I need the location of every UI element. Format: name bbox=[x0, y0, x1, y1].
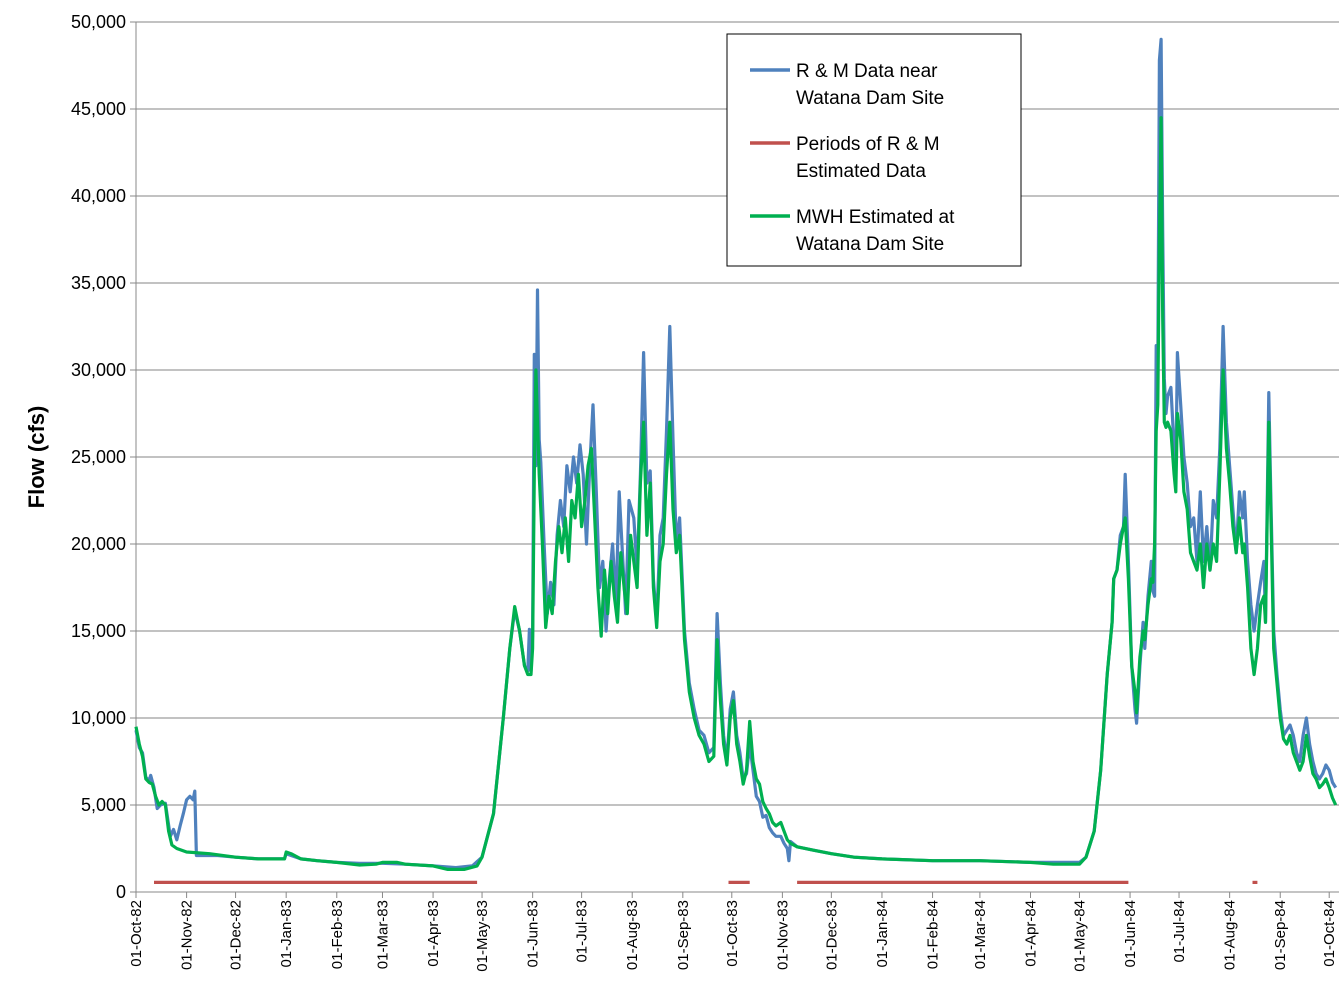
x-tick-label: 01-May-83 bbox=[474, 900, 491, 972]
x-tick-label: 01-Jan-84 bbox=[874, 900, 891, 968]
y-tick-label: 45,000 bbox=[71, 99, 126, 119]
legend-box bbox=[726, 33, 1022, 267]
legend-entry-label: Estimated Data bbox=[796, 161, 926, 182]
legend-entry-label: Watana Dam Site bbox=[796, 234, 944, 255]
x-tick-label: 01-Jun-84 bbox=[1122, 900, 1139, 968]
legend: R & M Data near Watana Dam Site Periods of… bbox=[726, 33, 1022, 267]
x-tick-label: 01-Mar-84 bbox=[972, 900, 989, 969]
x-tick-label: 01-Oct-84 bbox=[1321, 900, 1338, 967]
y-tick-label: 40,000 bbox=[71, 186, 126, 206]
x-tick-label: 01-Aug-84 bbox=[1222, 900, 1239, 970]
x-tick-labels: 01-Oct-82 01-Nov-82 01-Dec-82 01-Jan-83 01-F… bbox=[128, 892, 1338, 972]
x-tick-label: 01-Jan-83 bbox=[278, 900, 295, 968]
y-tick-label: 15,000 bbox=[71, 621, 126, 641]
x-tick-label: 01-Sep-84 bbox=[1272, 900, 1289, 970]
x-tick-label: 01-Jun-83 bbox=[525, 900, 542, 968]
y-axis-label: Flow (cfs) bbox=[24, 406, 49, 509]
legend-entry-label: Watana Dam Site bbox=[796, 88, 944, 109]
y-tick-labels: 0 5,000 10,000 15,000 20,000 25,000 30,000 35,0… bbox=[71, 12, 136, 902]
legend-entry-label: R & M Data near bbox=[796, 61, 938, 82]
x-tick-label: 01-Jul-83 bbox=[574, 900, 591, 963]
series-group bbox=[134, 37, 1338, 884]
x-tick-label: 01-Dec-83 bbox=[823, 900, 840, 970]
legend-entry-label: Periods of R & M bbox=[796, 134, 940, 155]
x-tick-label: 01-Dec-82 bbox=[228, 900, 245, 970]
x-tick-label: 01-Mar-83 bbox=[374, 900, 391, 969]
x-tick-label: 01-Sep-83 bbox=[675, 900, 692, 970]
x-tick-label: 01-Apr-83 bbox=[425, 900, 442, 967]
x-tick-label: 01-Nov-83 bbox=[774, 900, 791, 970]
y-tick-label: 50,000 bbox=[71, 12, 126, 32]
y-tick-label: 20,000 bbox=[71, 534, 126, 554]
y-tick-label: 30,000 bbox=[71, 360, 126, 380]
series-3-line bbox=[134, 116, 1338, 871]
x-tick-label: 01-Oct-83 bbox=[724, 900, 741, 967]
y-tick-label: 5,000 bbox=[81, 795, 126, 815]
x-tick-label: 01-Aug-83 bbox=[624, 900, 641, 970]
y-tick-label: 35,000 bbox=[71, 273, 126, 293]
y-tick-label: 10,000 bbox=[71, 708, 126, 728]
x-tick-label: 01-Feb-84 bbox=[925, 900, 942, 969]
x-tick-label: 01-Jul-84 bbox=[1171, 900, 1188, 963]
x-tick-label: 01-Nov-82 bbox=[179, 900, 196, 970]
y-tick-label: 25,000 bbox=[71, 447, 126, 467]
x-tick-label: 01-May-84 bbox=[1071, 900, 1088, 972]
x-tick-label: 01-Feb-83 bbox=[329, 900, 346, 969]
y-tick-label: 0 bbox=[116, 882, 126, 902]
legend-entry-label: MWH Estimated at bbox=[796, 207, 955, 228]
x-tick-label: 01-Apr-84 bbox=[1022, 900, 1039, 967]
x-tick-label: 01-Oct-82 bbox=[128, 900, 145, 967]
